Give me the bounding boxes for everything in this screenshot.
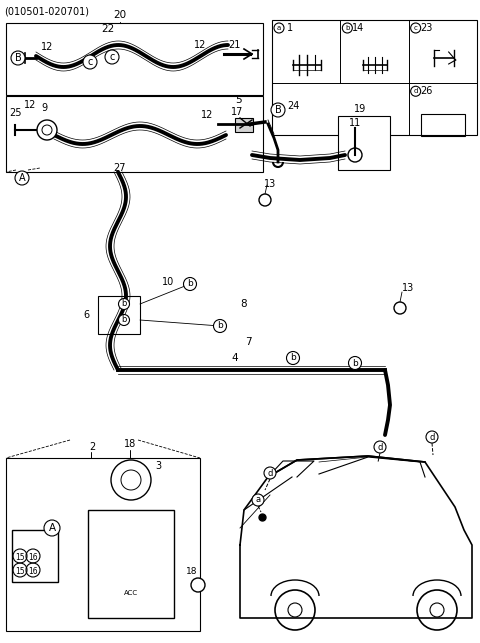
Text: 16: 16 — [28, 552, 38, 561]
Circle shape — [275, 590, 315, 630]
Circle shape — [271, 103, 285, 117]
Bar — [338, 116, 390, 170]
Text: 15: 15 — [15, 552, 25, 561]
Text: d: d — [429, 433, 435, 442]
Text: 26: 26 — [420, 86, 433, 96]
Bar — [420, 114, 465, 136]
Text: d: d — [267, 469, 273, 478]
Text: 12: 12 — [194, 40, 206, 50]
Text: b: b — [217, 322, 223, 331]
Text: 12: 12 — [201, 110, 213, 120]
Bar — [235, 118, 253, 132]
Text: a: a — [277, 25, 281, 31]
Text: 9: 9 — [41, 103, 47, 113]
Circle shape — [44, 520, 60, 536]
Text: b: b — [290, 354, 296, 363]
Bar — [88, 510, 174, 618]
Text: (010501-020701): (010501-020701) — [4, 6, 89, 16]
Text: 6: 6 — [83, 310, 89, 320]
Text: 5: 5 — [235, 95, 241, 105]
Text: 12: 12 — [24, 100, 36, 110]
Text: b: b — [121, 300, 127, 309]
Circle shape — [37, 120, 57, 140]
Text: a: a — [255, 496, 261, 505]
Circle shape — [15, 171, 29, 185]
Circle shape — [411, 23, 420, 33]
Circle shape — [119, 298, 130, 309]
Text: c: c — [87, 57, 93, 67]
Text: A: A — [48, 523, 56, 533]
Text: 18: 18 — [124, 439, 136, 449]
Text: b: b — [345, 25, 349, 31]
Bar — [6, 458, 200, 631]
Text: 2: 2 — [89, 442, 95, 452]
Text: 4: 4 — [232, 353, 238, 363]
Circle shape — [264, 467, 276, 479]
Text: 24: 24 — [287, 101, 299, 111]
Text: 21: 21 — [228, 40, 240, 50]
Text: ACC: ACC — [124, 590, 138, 596]
Circle shape — [374, 441, 386, 453]
Text: 12: 12 — [41, 42, 53, 52]
Circle shape — [342, 23, 352, 33]
Text: 11: 11 — [349, 118, 361, 128]
Bar — [12, 530, 58, 582]
Circle shape — [214, 320, 227, 332]
Circle shape — [417, 590, 457, 630]
Text: A: A — [19, 173, 25, 183]
Text: 23: 23 — [420, 23, 433, 33]
Circle shape — [426, 431, 438, 443]
Text: B: B — [14, 53, 22, 63]
Text: 7: 7 — [245, 337, 252, 347]
Text: 1: 1 — [287, 23, 293, 33]
Circle shape — [111, 460, 151, 500]
Text: 20: 20 — [113, 10, 127, 20]
Circle shape — [183, 278, 196, 291]
Circle shape — [274, 23, 284, 33]
Bar — [6, 96, 263, 172]
Text: b: b — [352, 359, 358, 368]
Text: b: b — [121, 316, 127, 325]
Text: B: B — [275, 105, 281, 115]
Bar — [98, 296, 140, 334]
Circle shape — [119, 314, 130, 325]
Text: 13: 13 — [402, 283, 414, 293]
Text: 25: 25 — [10, 108, 22, 118]
Text: 13: 13 — [264, 179, 276, 189]
Text: d: d — [377, 442, 383, 451]
Text: 18: 18 — [186, 568, 198, 577]
Circle shape — [348, 356, 361, 370]
Circle shape — [348, 148, 362, 162]
Text: 27: 27 — [114, 163, 126, 173]
Text: 8: 8 — [240, 299, 247, 309]
Text: 14: 14 — [352, 23, 364, 33]
Text: 3: 3 — [155, 461, 161, 471]
Text: 19: 19 — [354, 104, 366, 114]
Text: c: c — [414, 25, 418, 31]
Circle shape — [394, 302, 406, 314]
Text: c: c — [109, 52, 115, 62]
Text: d: d — [413, 88, 418, 95]
Text: 22: 22 — [101, 24, 115, 34]
Circle shape — [287, 352, 300, 365]
Circle shape — [252, 494, 264, 506]
Bar — [6, 23, 263, 95]
Circle shape — [191, 578, 205, 592]
Text: 16: 16 — [28, 566, 38, 575]
Text: b: b — [187, 280, 193, 289]
Bar — [272, 20, 477, 135]
Text: 17: 17 — [231, 107, 243, 117]
Circle shape — [11, 51, 25, 65]
Circle shape — [259, 194, 271, 206]
Text: 10: 10 — [162, 277, 174, 287]
Circle shape — [105, 50, 119, 64]
Circle shape — [411, 86, 420, 96]
Circle shape — [83, 55, 97, 69]
Text: 15: 15 — [15, 566, 25, 575]
